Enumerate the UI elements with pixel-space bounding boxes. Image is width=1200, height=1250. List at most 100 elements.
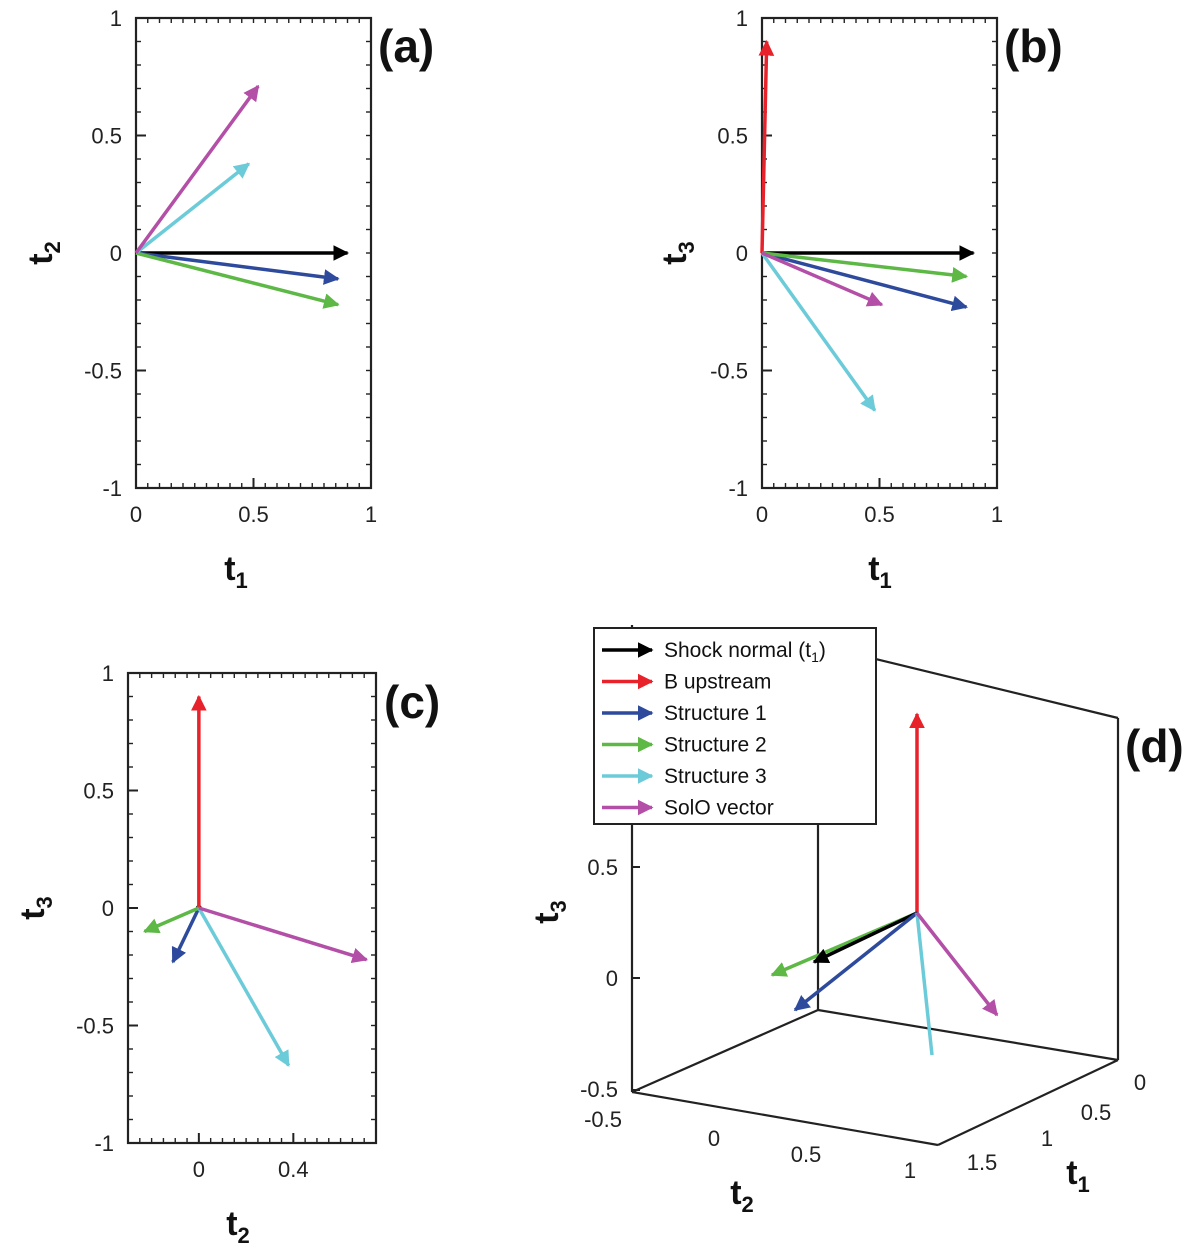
x-axis-label-main: t: [226, 1205, 237, 1243]
x-tick-label: 0.5: [864, 502, 895, 527]
vector-structure3: [760, 251, 877, 412]
vectors: [758, 39, 976, 412]
panel-label: (c): [384, 676, 440, 728]
t2-tick-label: 1: [904, 1158, 916, 1183]
vector-shock-normal-3d: [812, 911, 918, 964]
t1-tick-label: 0: [1134, 1070, 1146, 1095]
y-axis-label-main: t: [22, 253, 60, 264]
y-axis-label: t3: [656, 241, 699, 265]
panel-label: (a): [378, 20, 434, 72]
vector-structure2: [135, 251, 340, 309]
legend-item: Structure 3: [602, 765, 767, 788]
y-axis-label-sub: 3: [674, 241, 699, 253]
vector-structure1: [135, 251, 340, 285]
t2-tick-label: 0.5: [791, 1142, 822, 1167]
y-tick-label: -0.5: [84, 359, 122, 384]
y-tick-label: 0: [736, 241, 748, 266]
x-axis-label-sub: 1: [880, 568, 892, 593]
panel-d: 0.5 0 -0.5 -0.5 0 0.5 1 0 0.5 1 1.5 t3 t…: [528, 625, 1184, 1217]
y-tick-label: 0: [110, 241, 122, 266]
t3-axis-ticks: [632, 866, 640, 1091]
x-tick-label: 1: [365, 502, 377, 527]
t3-tick-label: 0.5: [587, 855, 618, 880]
x-axis-label-sub: 2: [238, 1223, 250, 1248]
y-axis-label-sub: 3: [32, 896, 57, 908]
vectors-3d: [770, 712, 999, 1056]
t3-label-sub: 3: [546, 900, 571, 912]
vector-structure3: [134, 162, 251, 255]
y-tick-label: -0.5: [710, 359, 748, 384]
y-axis-label-sub: 2: [40, 241, 65, 253]
x-axis-label-main: t: [868, 550, 879, 588]
vector-solo-3d: [915, 911, 999, 1017]
t3-tick-label: 0: [606, 966, 618, 991]
t2-label-sub: 2: [742, 1192, 754, 1217]
vector-structure2: [143, 906, 200, 934]
legend-label-main: Shock normal (t: [664, 639, 811, 662]
y-axis-label: t3: [14, 896, 57, 920]
vector-solo: [198, 906, 369, 964]
t1-tick-label: 1.5: [967, 1150, 998, 1175]
minor-ticks: [127, 672, 377, 1144]
y-tick-label: 1: [110, 6, 122, 31]
t1-label-main: t: [1066, 1154, 1077, 1192]
legend: Shock normal (t1) B upstream Structure 1 St…: [593, 627, 877, 825]
x-axis-label-sub: 1: [236, 568, 248, 593]
legend-item: Structure 2: [602, 734, 767, 757]
y-tick-label: 0.5: [717, 124, 748, 149]
x-tick-label: 0: [130, 502, 142, 527]
t1-axis-label: t1: [1066, 1154, 1090, 1197]
legend-label-main: Structure 2: [664, 734, 767, 757]
legend-label-main: Structure 3: [664, 765, 767, 788]
x-tick-label: 1: [991, 502, 1003, 527]
x-tick-label: 0.4: [278, 1157, 309, 1182]
t2-label-main: t: [730, 1174, 741, 1212]
t2-axis-line: [631, 1090, 939, 1147]
t2-tick-label: 0: [708, 1126, 720, 1151]
legend-label: Structure 2: [664, 734, 767, 757]
y-axis-label: t2: [22, 241, 65, 265]
t3-label-main: t: [528, 912, 566, 923]
vector-structure1-3d: [793, 911, 919, 1012]
x-tick-label: 0: [756, 502, 768, 527]
axes-frame: [126, 671, 378, 1145]
vector-structure3: [197, 907, 291, 1067]
legend-item: Shock normal (t1): [602, 639, 826, 665]
t2-axis-label: t2: [730, 1174, 754, 1217]
y-tick-label: -1: [94, 1131, 114, 1156]
vector-solo: [134, 84, 260, 255]
t1-axis-line: [937, 1059, 1119, 1146]
vectors: [134, 84, 350, 309]
x-axis-label: t1: [868, 550, 892, 593]
x-tick-label: 0.5: [238, 502, 269, 527]
legend-label-sub: 1: [811, 649, 819, 665]
vectors: [143, 694, 369, 1067]
legend-box: [593, 627, 877, 825]
vector-structure1: [171, 907, 201, 964]
legend-label: Shock normal (t1): [664, 639, 826, 665]
legend-item: SolO vector: [602, 797, 774, 820]
y-tick-label: 0: [102, 896, 114, 921]
floor-back-edge: [817, 1008, 1119, 1062]
vector-solo: [761, 251, 884, 307]
legend-label-main: B upstream: [664, 671, 771, 694]
y-tick-label: -0.5: [76, 1014, 114, 1039]
t1-tick-label: 1: [1041, 1126, 1053, 1151]
vector-structure2: [761, 251, 969, 283]
legend-item: B upstream: [602, 671, 771, 694]
legend-label: SolO vector: [664, 797, 774, 820]
panel-label: (b): [1004, 20, 1063, 72]
x-axis-label: t1: [224, 550, 248, 593]
t1-label-sub: 1: [1078, 1172, 1090, 1197]
y-tick-label: -1: [102, 476, 122, 501]
y-tick-label: 0.5: [83, 779, 114, 804]
floor-left-edge: [631, 1008, 819, 1094]
vector-structure3-3d: [915, 912, 934, 1056]
y-axis-label-main: t: [656, 253, 694, 264]
legend-label: Structure 3: [664, 765, 767, 788]
vector-b-upstream: [758, 39, 775, 254]
y-axis-label-main: t: [14, 908, 52, 919]
